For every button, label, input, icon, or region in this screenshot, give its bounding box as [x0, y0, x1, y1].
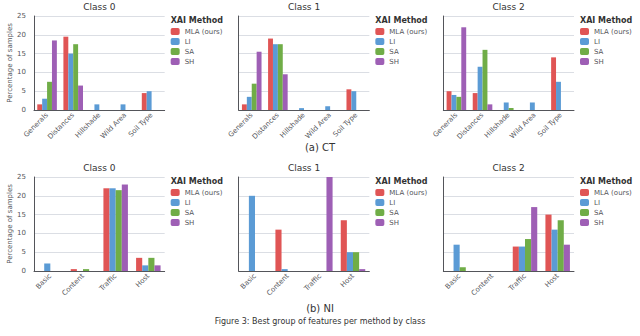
svg-text:LI: LI: [594, 38, 600, 46]
svg-text:SA: SA: [389, 209, 399, 217]
svg-text:Wild Area: Wild Area: [508, 111, 537, 140]
svg-text:SH: SH: [185, 58, 195, 66]
svg-text:Soil Type: Soil Type: [127, 111, 154, 138]
svg-text:SA: SA: [389, 48, 399, 56]
svg-text:Soil Type: Soil Type: [536, 111, 563, 138]
svg-text:MLA (ours): MLA (ours): [185, 189, 223, 197]
svg-text:MLA (ours): MLA (ours): [594, 189, 632, 197]
svg-text:LI: LI: [185, 38, 191, 46]
svg-text:Hillshade: Hillshade: [278, 111, 306, 139]
svg-text:Host: Host: [544, 272, 561, 289]
svg-text:Class 1: Class 1: [288, 2, 320, 12]
svg-text:XAI Method: XAI Method: [375, 177, 428, 186]
svg-text:Basic: Basic: [34, 272, 53, 291]
svg-text:Percentage of samples: Percentage of samples: [6, 23, 14, 103]
svg-text:SH: SH: [594, 219, 604, 227]
svg-text:5: 5: [22, 248, 26, 256]
svg-text:Generals: Generals: [431, 111, 460, 139]
svg-text:Wild Area: Wild Area: [99, 111, 128, 140]
svg-text:(a) CT: (a) CT: [305, 142, 336, 153]
svg-text:SH: SH: [594, 58, 604, 66]
svg-text:Class 1: Class 1: [288, 163, 320, 173]
svg-text:XAI Method: XAI Method: [580, 177, 633, 186]
svg-text:Figure 3: Best group of featur: Figure 3: Best group of features per met…: [215, 317, 426, 326]
svg-text:Host: Host: [134, 272, 151, 289]
svg-text:SA: SA: [594, 48, 604, 56]
svg-text:15: 15: [17, 211, 26, 219]
svg-text:Generals: Generals: [226, 111, 255, 139]
svg-text:Class 0: Class 0: [83, 2, 116, 12]
svg-text:10: 10: [17, 229, 26, 237]
svg-text:LI: LI: [594, 199, 600, 207]
svg-text:SH: SH: [389, 58, 399, 66]
svg-text:Content: Content: [61, 272, 86, 297]
svg-text:XAI Method: XAI Method: [171, 177, 224, 186]
svg-text:25: 25: [17, 12, 26, 20]
svg-text:20: 20: [17, 192, 26, 200]
svg-text:SH: SH: [185, 219, 195, 227]
svg-text:MLA (ours): MLA (ours): [389, 28, 427, 36]
svg-text:Basic: Basic: [239, 272, 258, 291]
svg-text:Wild Area: Wild Area: [304, 111, 333, 140]
svg-text:25: 25: [17, 173, 26, 181]
svg-text:5: 5: [22, 87, 26, 95]
svg-text:MLA (ours): MLA (ours): [185, 28, 223, 36]
svg-text:Percentage of samples: Percentage of samples: [6, 184, 14, 264]
svg-text:LI: LI: [389, 38, 395, 46]
svg-text:Traffic: Traffic: [97, 272, 118, 293]
svg-text:10: 10: [17, 68, 26, 76]
svg-text:Content: Content: [470, 272, 495, 297]
svg-text:Class 2: Class 2: [493, 2, 525, 12]
svg-text:Class 2: Class 2: [493, 163, 525, 173]
svg-text:Hillshade: Hillshade: [74, 111, 102, 139]
svg-text:Distances: Distances: [251, 111, 281, 141]
svg-text:20: 20: [17, 31, 26, 39]
svg-text:LI: LI: [185, 199, 191, 207]
svg-text:LI: LI: [389, 199, 395, 207]
svg-text:Soil Type: Soil Type: [332, 111, 359, 138]
svg-text:SA: SA: [185, 48, 195, 56]
svg-text:Traffic: Traffic: [302, 272, 323, 293]
svg-text:XAI Method: XAI Method: [171, 16, 224, 25]
svg-text:0: 0: [22, 106, 26, 114]
svg-text:XAI Method: XAI Method: [375, 16, 428, 25]
svg-text:Content: Content: [265, 272, 290, 297]
svg-text:Distances: Distances: [46, 111, 76, 141]
svg-text:Class 0: Class 0: [83, 163, 116, 173]
svg-text:SA: SA: [185, 209, 195, 217]
svg-text:(b) NI: (b) NI: [306, 303, 334, 314]
svg-text:SH: SH: [389, 219, 399, 227]
svg-text:MLA (ours): MLA (ours): [594, 28, 632, 36]
svg-text:15: 15: [17, 50, 26, 58]
svg-text:Traffic: Traffic: [507, 272, 528, 293]
svg-text:Host: Host: [339, 272, 356, 289]
svg-text:Generals: Generals: [22, 111, 50, 139]
svg-text:Distances: Distances: [456, 111, 486, 141]
svg-text:XAI Method: XAI Method: [580, 16, 633, 25]
svg-text:SA: SA: [594, 209, 604, 217]
svg-text:Basic: Basic: [444, 272, 463, 291]
svg-text:MLA (ours): MLA (ours): [389, 189, 427, 197]
svg-text:Hillshade: Hillshade: [483, 111, 511, 139]
svg-text:0: 0: [22, 267, 26, 275]
